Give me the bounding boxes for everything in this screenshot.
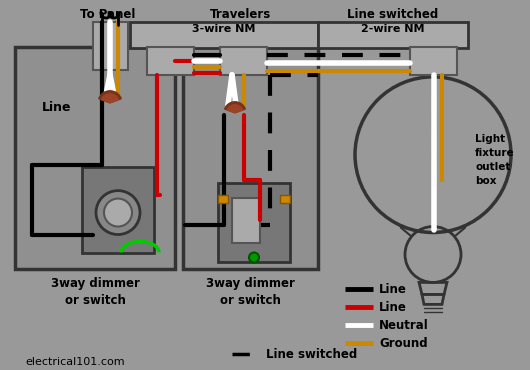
Bar (93, 22, 128, 70)
Bar (82, 166, 154, 253)
Bar (130, 22, 318, 48)
Text: 3way dimmer
or switch: 3way dimmer or switch (50, 278, 139, 307)
Bar (15, 47, 175, 269)
Bar (280, 195, 290, 203)
Bar (318, 22, 468, 48)
Bar (183, 47, 318, 269)
Circle shape (355, 77, 511, 232)
Text: 3-wire NM: 3-wire NM (192, 24, 255, 34)
Text: Ground: Ground (379, 337, 428, 350)
Bar (218, 183, 290, 262)
Text: 3way dimmer
or switch: 3way dimmer or switch (206, 278, 295, 307)
Wedge shape (225, 102, 245, 113)
Text: Line switched: Line switched (347, 8, 439, 21)
Text: To Panel: To Panel (81, 8, 136, 21)
Text: 2-wire NM: 2-wire NM (361, 24, 425, 34)
Bar (410, 47, 457, 75)
Circle shape (96, 191, 140, 235)
Wedge shape (99, 91, 121, 103)
Circle shape (249, 252, 259, 262)
Circle shape (104, 199, 132, 226)
Wedge shape (227, 105, 243, 113)
Bar (232, 198, 260, 242)
Text: Line: Line (379, 301, 407, 314)
Bar (218, 195, 228, 203)
Bar (147, 47, 194, 75)
Bar (220, 47, 267, 75)
Text: Light
fixture
outlet
box: Light fixture outlet box (475, 134, 515, 186)
Text: electrical101.com: electrical101.com (25, 357, 125, 367)
Text: Neutral: Neutral (379, 319, 429, 332)
Text: Line switched: Line switched (266, 348, 357, 361)
Text: Travelers: Travelers (209, 8, 271, 21)
Text: Line: Line (42, 101, 72, 114)
Wedge shape (102, 94, 119, 103)
Text: Line: Line (379, 283, 407, 296)
